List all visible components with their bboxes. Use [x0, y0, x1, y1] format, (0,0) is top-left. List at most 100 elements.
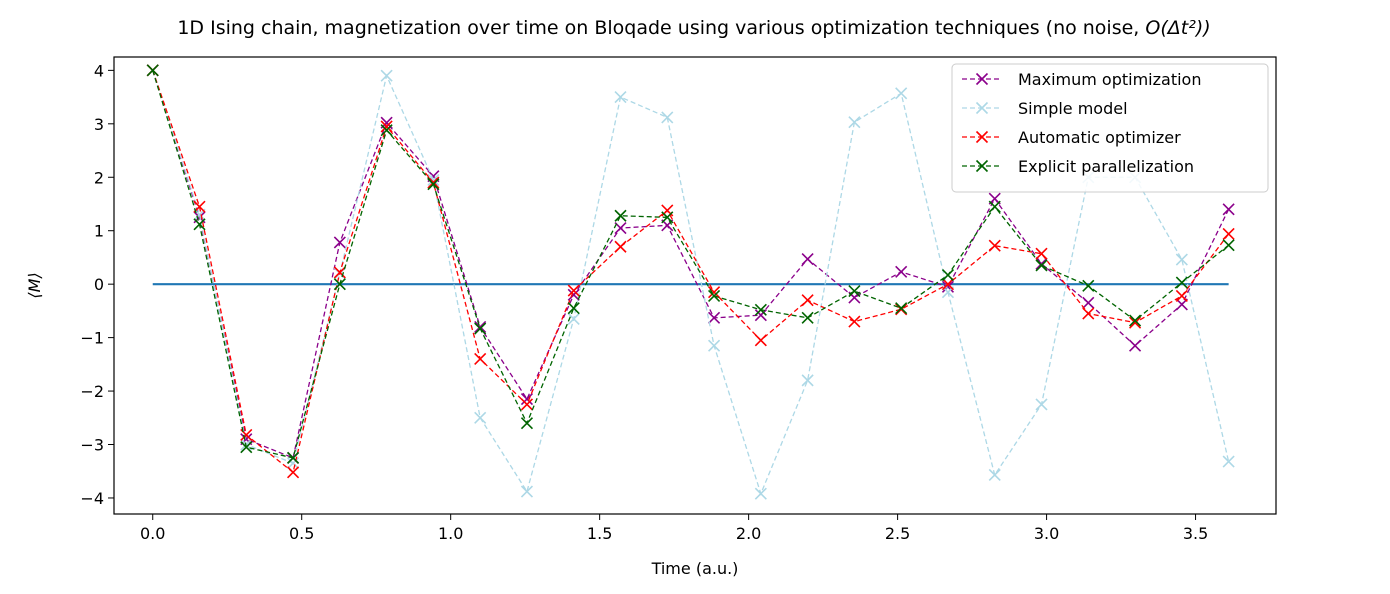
data-point: [708, 311, 721, 324]
y-tick-label: −2: [80, 382, 104, 401]
legend-label: Explicit parallelization: [1018, 157, 1194, 176]
legend-entry: Automatic optimizer: [962, 128, 1181, 147]
data-point: [661, 211, 674, 224]
series-line: [152, 70, 1230, 459]
plot-area: [146, 64, 1235, 500]
x-tick-label: 1.5: [587, 524, 612, 543]
data-point: [520, 417, 534, 430]
y-tick-label: −1: [80, 329, 104, 348]
data-point: [474, 352, 487, 366]
data-point: [1175, 276, 1188, 289]
data-point: [380, 69, 393, 82]
data-point: [287, 466, 300, 479]
data-point: [427, 178, 440, 191]
x-tick-label: 2.0: [736, 524, 761, 543]
data-point: [895, 265, 908, 278]
chart-title-math: O(Δt²)): [1145, 17, 1210, 39]
data-point: [1035, 259, 1048, 272]
data-point: [1222, 455, 1235, 468]
series-line: [152, 70, 1230, 496]
data-point: [1035, 398, 1048, 411]
data-point: [1175, 298, 1188, 311]
data-point: [333, 266, 346, 279]
data-point: [941, 278, 955, 291]
data-point: [1175, 289, 1188, 302]
data-point: [567, 302, 580, 315]
data-point: [146, 64, 159, 77]
data-point: [193, 218, 206, 231]
data-point: [614, 91, 627, 104]
chart-title-text: 1D Ising chain, magnetization over time …: [177, 17, 1145, 39]
legend-marker: [975, 101, 989, 115]
chart-title: 1D Ising chain, magnetization over time …: [177, 17, 1210, 39]
legend-box: [951, 63, 1269, 193]
legend-entry: Simple model: [962, 99, 1128, 118]
data-point: [1035, 247, 1048, 260]
legend: Maximum optimization Simple model Automati…: [951, 63, 1269, 193]
y-tick-label: −3: [80, 436, 104, 455]
legend-entry: Maximum optimization: [962, 70, 1201, 89]
data-point: [801, 374, 814, 387]
data-point: [1082, 279, 1095, 292]
data-point: [988, 239, 1001, 252]
y-tick-label: 2: [94, 168, 104, 187]
data-point: [1129, 316, 1142, 329]
data-point: [1222, 239, 1235, 252]
data-point: [614, 240, 627, 253]
series-line: [152, 70, 1230, 474]
y-axis-label: ⟨M⟩: [25, 272, 44, 298]
data-point: [708, 339, 721, 352]
data-point: [1129, 339, 1142, 352]
legend-marker: [975, 159, 989, 173]
data-point: [474, 322, 487, 335]
x-tick-label: 0.5: [289, 524, 314, 543]
legend-label: Simple model: [1018, 99, 1128, 118]
series-4: [146, 64, 1235, 464]
data-point: [520, 485, 534, 498]
data-point: [1222, 227, 1235, 240]
data-point: [895, 302, 908, 315]
data-point: [474, 320, 487, 333]
data-point: [801, 311, 814, 324]
data-point: [754, 303, 767, 316]
data-point: [754, 487, 767, 500]
data-point: [333, 278, 346, 291]
legend-label: Automatic optimizer: [1018, 128, 1181, 147]
data-point: [754, 309, 767, 322]
y-tick-label: 3: [94, 115, 104, 134]
data-point: [567, 284, 580, 297]
data-point: [427, 176, 440, 189]
x-tick-label: 1.0: [438, 524, 463, 543]
data-point: [754, 334, 767, 347]
x-tick-label: 3.0: [1034, 524, 1059, 543]
data-point: [941, 280, 955, 293]
data-point: [1082, 296, 1095, 309]
data-point: [567, 288, 580, 301]
data-point: [848, 315, 861, 328]
data-point: [287, 457, 300, 470]
y-tick-label: 1: [94, 222, 104, 241]
legend-label: Maximum optimization: [1018, 70, 1201, 89]
legend-entry: Explicit parallelization: [962, 157, 1194, 176]
data-point: [474, 411, 487, 424]
data-point: [848, 116, 861, 129]
data-point: [1129, 314, 1142, 327]
data-point: [333, 236, 346, 249]
data-point: [708, 286, 721, 299]
legend-marker: [975, 72, 989, 86]
data-point: [240, 441, 253, 454]
data-point: [988, 200, 1001, 213]
data-point: [941, 269, 955, 282]
x-tick-label: 2.5: [885, 524, 910, 543]
data-point: [567, 312, 580, 325]
data-point: [614, 209, 627, 222]
data-point: [848, 285, 861, 298]
legend-marker: [975, 130, 989, 144]
data-point: [1222, 203, 1235, 216]
x-axis: 0.0 0.5 1.0 1.5 2.0 2.5 3.0 3.5: [140, 514, 1208, 543]
axes-frame: [113, 56, 1277, 515]
data-point: [380, 124, 393, 137]
x-tick-label: 0.0: [140, 524, 165, 543]
data-point: [1082, 307, 1095, 320]
